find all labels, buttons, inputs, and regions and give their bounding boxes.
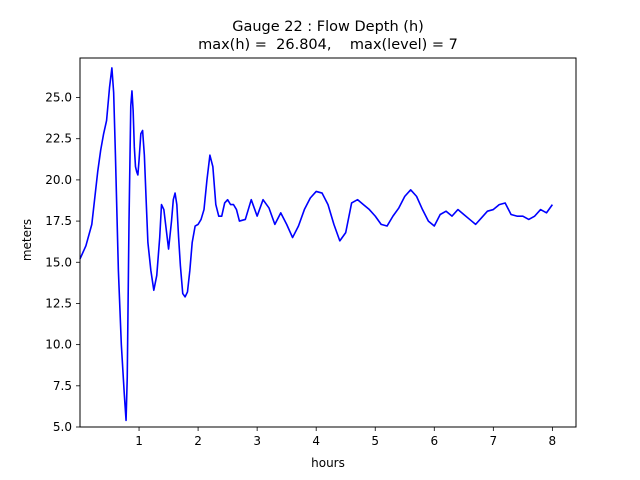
x-axis: 1 2 3 4 5 6 7 8 xyxy=(135,427,556,448)
y-tick-label: 7.5 xyxy=(53,379,72,393)
y-tick-label: 10.0 xyxy=(45,338,72,352)
y-tick-label: 15.0 xyxy=(45,255,72,269)
plot-frame xyxy=(79,57,577,428)
series-line-1 xyxy=(79,67,554,422)
x-tick-label: 5 xyxy=(371,434,379,448)
y-tick-label: 12.5 xyxy=(45,296,72,310)
x-tick-label: 2 xyxy=(194,434,202,448)
y-axis-label: meters xyxy=(20,219,34,261)
x-tick-label: 7 xyxy=(490,434,498,448)
y-tick-label: 17.5 xyxy=(45,214,72,228)
chart-title: Gauge 22 : Flow Depth (h) xyxy=(232,19,424,35)
x-tick-label: 6 xyxy=(430,434,438,448)
x-tick-label: 3 xyxy=(253,434,261,448)
y-tick-label: 25.0 xyxy=(45,91,72,105)
x-axis-label: hours xyxy=(311,456,345,470)
x-tick-label: 1 xyxy=(135,434,143,448)
chart-subtitle: max(h) = 26.804, max(level) = 7 xyxy=(198,37,458,53)
x-tick-label: 4 xyxy=(312,434,320,448)
series-layer xyxy=(79,67,554,422)
y-axis: 5.0 7.5 10.0 12.5 15.0 17.5 20.0 22.5 25.0 xyxy=(45,91,80,434)
y-tick-label: 20.0 xyxy=(45,173,72,187)
x-tick-label: 8 xyxy=(549,434,557,448)
plot-background xyxy=(80,58,576,427)
plot-area xyxy=(79,57,577,428)
y-tick-label: 5.0 xyxy=(53,420,72,434)
y-tick-label: 22.5 xyxy=(45,132,72,146)
